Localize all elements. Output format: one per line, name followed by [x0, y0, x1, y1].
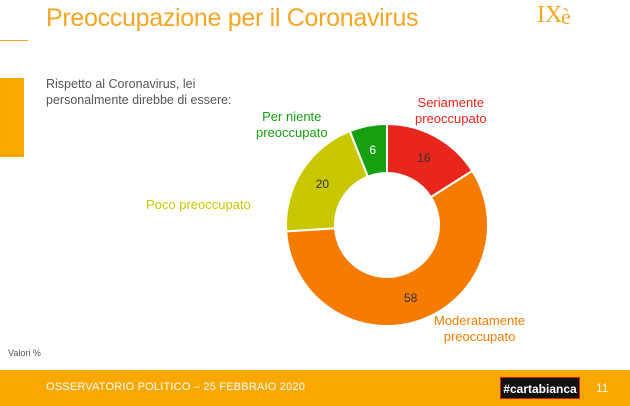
page-number: 11 [596, 381, 609, 395]
label-line-2: preoccupato [415, 111, 487, 126]
page-title: Preoccupazione per il Coronavirus [46, 4, 419, 32]
cartabianca-logo: #cartabianca [500, 377, 580, 399]
value-label-moderatamente-preoccupato: 58 [404, 291, 418, 305]
ixe-logo: IX è [537, 2, 571, 29]
svg-text:è: è [561, 4, 571, 29]
label-seriamente-preoccupato: Seriamente preoccupato [415, 95, 487, 127]
value-label-per-niente-preoccupato: 6 [369, 143, 376, 157]
label-moderatamente-preoccupato: Moderatamente preoccupato [434, 313, 525, 345]
label-line-1: Seriamente [417, 95, 485, 110]
values-note: Valori % [8, 348, 41, 358]
question-text: Rispetto al Coronavirus, lei personalmen… [46, 77, 232, 107]
accent-bar [0, 78, 24, 157]
label-line-1: Per niente [262, 109, 322, 124]
slice-moderatamente-preoccupato [285, 169, 489, 327]
footer-bar: OSSERVATORIO POLITICO – 25 FEBBRAIO 2020… [0, 370, 630, 406]
label-line-2: preoccupato [256, 125, 328, 140]
value-label-poco-preoccupato: 20 [316, 177, 330, 191]
label-per-niente-preoccupato: Per niente preoccupato [256, 109, 328, 141]
svg-text:IX: IX [537, 2, 562, 28]
footer-source: OSSERVATORIO POLITICO – 25 FEBBRAIO 2020 [46, 381, 306, 393]
label-line-2: preoccupato [443, 329, 516, 344]
label-poco-preoccupato: Poco preoccupato [146, 197, 251, 213]
label-line-1: Poco preoccupato [146, 197, 251, 212]
value-label-seriamente-preoccupato: 16 [417, 151, 431, 165]
slice-poco-preoccupato [285, 129, 370, 233]
label-line-1: Moderatamente [434, 313, 526, 328]
title-rule [0, 40, 28, 41]
slice-per-niente-preoccupato [348, 122, 388, 178]
